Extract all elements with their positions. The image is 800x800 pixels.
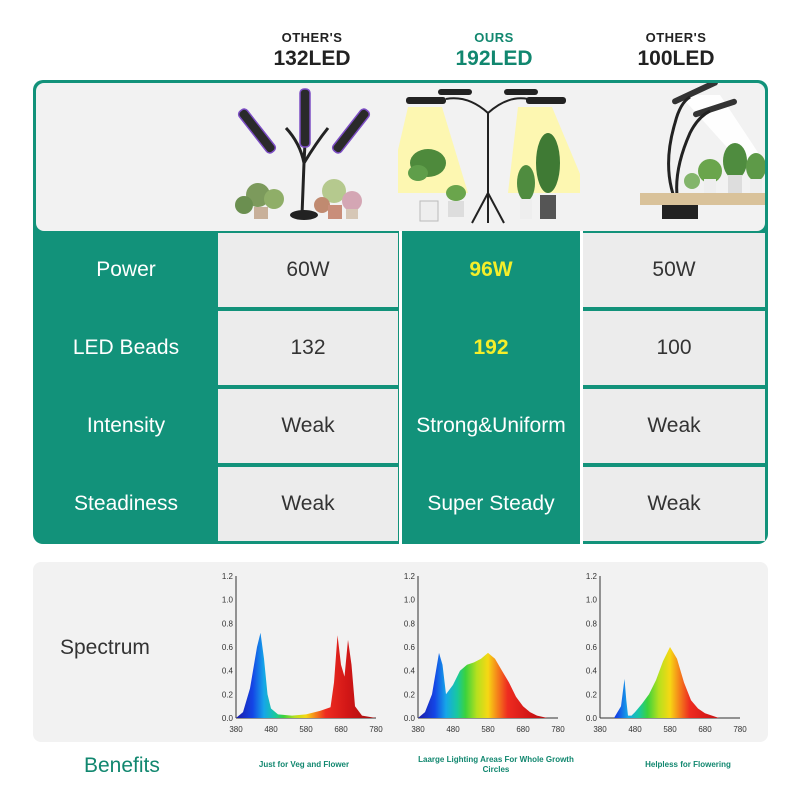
lamp-100led-image [640, 83, 765, 219]
y-tick-label: 0.2 [404, 690, 416, 699]
y-tick-label: 0.6 [404, 643, 416, 652]
spectrum-chart-192led: 0.0 0.2 0.4 0.6 0.8 1.0 1.2 380 480 580 680 780 [404, 572, 565, 734]
row-label-intensity: Intensity [86, 414, 166, 437]
header-others-132: OTHER'S 132LED [222, 30, 402, 71]
header-sub: OTHER'S [645, 30, 707, 45]
cell-ours-led-beads: 192 [473, 336, 509, 359]
y-tick-label: 1.2 [404, 572, 416, 581]
y-tick-label: 0.8 [404, 619, 416, 628]
benefit-192led: Laarge Lighting Areas For Whole Growth C… [418, 755, 574, 774]
cell-other1-steadiness: Weak [218, 467, 398, 541]
x-tick-label: 380 [229, 725, 243, 734]
y-tick-label: 1.2 [586, 572, 598, 581]
y-tick-label: 0.0 [586, 714, 598, 723]
x-tick-label: 780 [551, 725, 565, 734]
x-tick-label: 680 [516, 725, 530, 734]
header-others-100: OTHER'S 100LED [586, 30, 766, 71]
cell-other1-led-beads: 132 [218, 311, 398, 385]
lamp-132led-image [235, 88, 371, 220]
lamp-192led-image [398, 89, 580, 224]
x-tick-label: 480 [446, 725, 460, 734]
x-tick-label: 480 [628, 725, 642, 734]
x-tick-label: 380 [593, 725, 607, 734]
y-tick-label: 1.2 [222, 572, 234, 581]
spectrum-chart-100led: 0.0 0.2 0.4 0.6 0.8 1.0 1.2 380 480 580 680 780 [586, 572, 747, 734]
header-ours-192: OURS 192LED [404, 30, 584, 71]
divider [580, 231, 583, 544]
cell-other2-intensity: Weak [583, 389, 765, 463]
header-sub: OTHER'S [281, 30, 343, 45]
y-tick-label: 0.8 [222, 619, 234, 628]
y-tick-label: 0.0 [222, 714, 234, 723]
y-tick-label: 0.0 [404, 714, 416, 723]
y-tick-label: 0.4 [404, 667, 416, 676]
cell-other2-steadiness: Weak [583, 467, 765, 541]
spectrum-area [418, 652, 558, 718]
header-sub: OURS [474, 30, 514, 45]
cell-ours-steadiness: Super Steady [427, 492, 555, 515]
header-main: 132LED [273, 47, 351, 70]
header-main: 100LED [637, 47, 715, 70]
x-tick-label: 780 [369, 725, 383, 734]
benefit-132led: Just for Veg and Flower [258, 760, 350, 769]
x-tick-label: 580 [663, 725, 677, 734]
x-tick-label: 680 [334, 725, 348, 734]
header-main: 192LED [455, 47, 533, 70]
divider [399, 231, 402, 544]
cell-other1-power: 60W [218, 233, 398, 307]
y-tick-label: 0.4 [222, 667, 234, 676]
y-tick-label: 0.2 [222, 690, 234, 699]
y-tick-label: 1.0 [404, 596, 416, 605]
product-photos [36, 83, 765, 231]
cell-ours-intensity: Strong&Uniform [416, 414, 566, 437]
benefit-100led: Helpless for Flowering [645, 760, 731, 769]
spectrum-area [600, 647, 740, 718]
y-tick-label: 0.6 [222, 643, 234, 652]
y-tick-label: 0.2 [586, 690, 598, 699]
x-tick-label: 780 [733, 725, 747, 734]
x-tick-label: 680 [698, 725, 712, 734]
cell-other2-led-beads: 100 [583, 311, 765, 385]
row-label-led-beads: LED Beads [72, 336, 180, 359]
x-tick-label: 480 [264, 725, 278, 734]
row-label-steadiness: Steadiness [74, 492, 178, 515]
cell-other1-intensity: Weak [218, 389, 398, 463]
x-tick-label: 580 [299, 725, 313, 734]
y-tick-label: 0.8 [586, 619, 598, 628]
cell-other2-power: 50W [583, 233, 765, 307]
x-tick-label: 380 [411, 725, 425, 734]
row-label-power: Power [96, 258, 156, 281]
benefits-label: Benefits [84, 754, 160, 777]
spectrum-area [236, 632, 376, 718]
y-tick-label: 1.0 [222, 596, 234, 605]
y-tick-label: 0.4 [586, 667, 598, 676]
spectrum-chart-132led: 0.0 0.2 0.4 0.6 0.8 1.0 1.2 380 480 580 680 780 [222, 572, 383, 734]
x-tick-label: 580 [481, 725, 495, 734]
cell-ours-power: 96W [469, 258, 513, 281]
y-tick-label: 0.6 [586, 643, 598, 652]
spectrum-label: Spectrum [60, 636, 150, 659]
y-tick-label: 1.0 [586, 596, 598, 605]
